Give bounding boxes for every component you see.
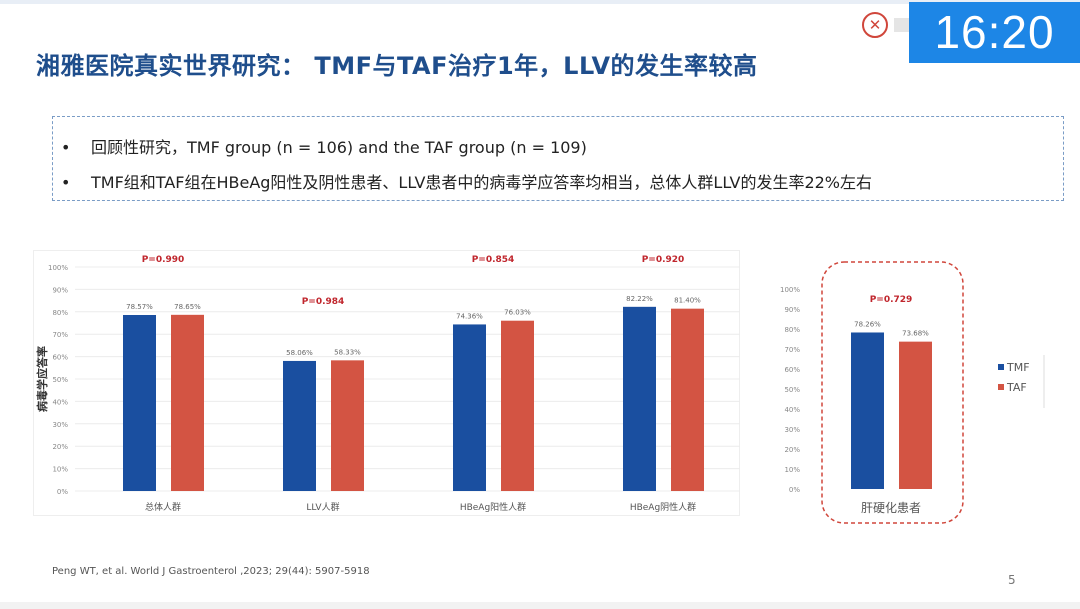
p-value-label: P=0.990 — [142, 255, 185, 265]
bar-taf — [171, 314, 204, 491]
hospital-seal-icon: ✕ — [862, 12, 888, 38]
clock-display: 16:20 — [909, 2, 1080, 63]
y-tick-label: 80% — [784, 326, 800, 334]
y-tick-label: 70% — [784, 346, 800, 354]
y-tick-label: 40% — [52, 398, 68, 406]
bar-taf — [501, 320, 534, 491]
data-label: 82.22% — [626, 295, 653, 303]
p-value-label: P=0.984 — [302, 297, 345, 307]
bullet-text: 回顾性研究，TMF group (n = 106) and the TAF gr… — [91, 138, 587, 157]
citation: Peng WT, et al. World J Gastroenterol ,2… — [52, 566, 370, 577]
y-tick-label: 100% — [780, 286, 800, 294]
bar-tmf — [623, 306, 656, 491]
bullet-dot: • — [61, 138, 71, 157]
y-tick-label: 30% — [52, 421, 68, 429]
y-tick-label: 50% — [52, 376, 68, 384]
top-border — [0, 0, 1080, 4]
legend-label: TAF — [1006, 381, 1027, 394]
y-tick-label: 40% — [784, 406, 800, 414]
y-tick-label: 90% — [52, 286, 68, 294]
y-tick-label: 20% — [52, 443, 68, 451]
category-label: HBeAg阳性人群 — [460, 501, 526, 513]
category-label: 肝硬化患者 — [861, 501, 921, 515]
slide-title: 湘雅医院真实世界研究： TMF与TAF治疗1年，LLV的发生率较高 — [36, 52, 758, 80]
y-tick-label: 20% — [784, 446, 800, 454]
p-value-label: P=0.729 — [870, 295, 913, 305]
y-tick-label: 100% — [48, 264, 68, 272]
data-label: 81.40% — [674, 297, 701, 305]
bullet-item: • 回顾性研究，TMF group (n = 106) and the TAF g… — [61, 134, 587, 158]
category-label: HBeAg阴性人群 — [630, 501, 696, 513]
data-label: 73.68% — [902, 330, 929, 338]
y-tick-label: 30% — [784, 426, 800, 434]
data-label: 58.06% — [286, 349, 313, 357]
data-label: 78.57% — [126, 303, 153, 311]
p-value-label: P=0.920 — [642, 255, 685, 265]
y-tick-label: 0% — [57, 488, 68, 496]
y-tick-label: 80% — [52, 309, 68, 317]
logo-wordmark — [894, 18, 912, 32]
highlight-box — [821, 261, 964, 524]
bottom-border — [0, 602, 1080, 609]
data-label: 58.33% — [334, 348, 361, 356]
legend-label: TMF — [1006, 361, 1030, 374]
bar-tmf — [851, 332, 884, 489]
bullet-text: TMF组和TAF组在HBeAg阳性及阴性患者、LLV患者中的病毒学应答率均相当，… — [91, 173, 873, 192]
data-label: 78.26% — [854, 320, 881, 328]
bar-taf — [671, 308, 704, 491]
y-tick-label: 90% — [784, 306, 800, 314]
main-chart-panel — [33, 250, 740, 516]
summary-box: • 回顾性研究，TMF group (n = 106) and the TAF g… — [52, 116, 1064, 201]
y-tick-label: 10% — [52, 466, 68, 474]
bar-tmf — [453, 324, 486, 491]
y-tick-label: 10% — [784, 466, 800, 474]
bar-tmf — [283, 360, 316, 491]
y-tick-label: 50% — [784, 386, 800, 394]
y-tick-label: 60% — [784, 366, 800, 374]
bullet-dot: • — [61, 173, 71, 192]
data-label: 76.03% — [504, 309, 531, 317]
y-tick-label: 60% — [52, 354, 68, 362]
legend-swatch-taf — [998, 384, 1004, 390]
y-axis-label: 病毒学应答率 — [35, 346, 49, 412]
legend-swatch-tmf — [998, 364, 1004, 370]
y-tick-label: 0% — [789, 486, 800, 494]
page-number: 5 — [1008, 573, 1016, 587]
bullet-item: • TMF组和TAF组在HBeAg阳性及阴性患者、LLV患者中的病毒学应答率均相当… — [61, 169, 872, 193]
bar-taf — [899, 341, 932, 489]
data-label: 78.65% — [174, 303, 201, 311]
bar-taf — [331, 360, 364, 491]
p-value-label: P=0.854 — [472, 255, 515, 265]
category-label: 总体人群 — [145, 501, 181, 513]
category-label: LLV人群 — [306, 501, 339, 513]
y-tick-label: 70% — [52, 331, 68, 339]
data-label: 74.36% — [456, 312, 483, 320]
bar-tmf — [123, 315, 156, 491]
